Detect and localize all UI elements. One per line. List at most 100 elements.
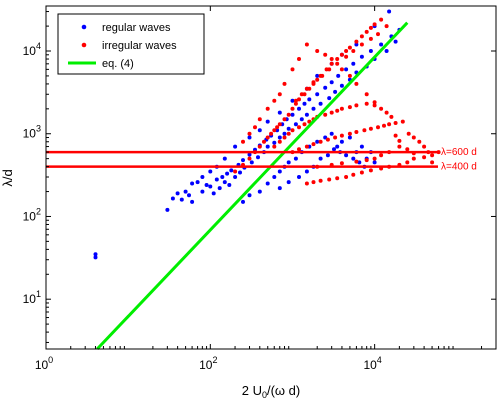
data-point — [351, 61, 356, 66]
data-point — [275, 128, 280, 133]
data-point — [389, 114, 394, 119]
y-tick-label: 102 — [23, 206, 41, 223]
data-point — [359, 34, 364, 39]
data-point — [257, 128, 262, 133]
data-point — [286, 126, 291, 131]
data-point — [170, 196, 175, 201]
data-point — [311, 180, 316, 185]
data-point — [277, 92, 282, 97]
data-point — [222, 180, 227, 185]
data-point — [272, 144, 277, 149]
data-point — [336, 73, 341, 78]
data-point — [265, 144, 270, 149]
data-point — [351, 49, 356, 53]
legend-label-eq4: eq. (4) — [102, 58, 134, 70]
x-tick-label: 102 — [199, 355, 217, 372]
data-point — [315, 49, 320, 53]
data-point — [329, 131, 334, 136]
data-point — [354, 130, 359, 134]
data-point — [323, 52, 328, 57]
data-point — [297, 147, 301, 152]
data-point — [304, 112, 309, 117]
reference-lines: λ=600 d λ=400 d — [46, 147, 477, 173]
legend-label-irregular: irregular waves — [102, 40, 177, 52]
data-point — [393, 133, 398, 138]
y-axis: 101 102 103 104 — [23, 11, 496, 343]
data-point — [347, 73, 352, 78]
data-point — [304, 181, 309, 186]
data-point — [362, 128, 367, 133]
data-point — [277, 186, 282, 191]
data-point — [339, 139, 344, 144]
fit-line — [96, 21, 409, 351]
data-point — [249, 160, 254, 165]
data-point — [211, 191, 216, 196]
data-point — [393, 121, 398, 125]
data-point — [238, 170, 242, 175]
data-point — [257, 144, 262, 149]
data-point — [208, 184, 213, 189]
data-point — [304, 42, 309, 47]
data-point — [190, 199, 195, 204]
data-point — [354, 103, 359, 108]
data-point — [227, 183, 232, 187]
data-point — [200, 189, 205, 194]
data-point — [359, 54, 364, 59]
data-point — [327, 177, 332, 182]
data-point — [339, 133, 344, 138]
data-point — [339, 106, 344, 111]
data-point — [364, 101, 369, 106]
data-point — [214, 177, 219, 182]
data-point — [277, 110, 282, 115]
data-point — [257, 117, 262, 122]
data-point — [354, 159, 359, 164]
data-point — [372, 156, 377, 161]
data-point — [247, 156, 252, 161]
data-point — [297, 175, 301, 179]
data-point — [265, 119, 270, 124]
data-point — [277, 122, 282, 127]
data-point — [368, 25, 373, 30]
data-point — [304, 169, 309, 174]
data-point — [329, 80, 334, 85]
data-point — [400, 119, 405, 124]
data-point — [282, 81, 287, 86]
data-point — [359, 170, 364, 175]
data-point — [183, 189, 188, 194]
data-point — [372, 22, 377, 27]
data-point — [372, 160, 377, 165]
data-point — [286, 112, 291, 117]
x-axis-label-subscript: 0 — [262, 390, 267, 400]
data-point — [397, 138, 402, 143]
data-point — [272, 140, 277, 145]
data-point — [247, 152, 252, 157]
data-point — [364, 158, 369, 163]
data-point — [351, 172, 356, 177]
data-point — [354, 81, 359, 86]
data-point — [93, 252, 98, 257]
plot-frame — [45, 5, 497, 350]
data-point — [368, 126, 373, 131]
data-point — [247, 193, 252, 198]
data-point — [195, 180, 200, 185]
data-point — [299, 117, 304, 122]
data-point — [256, 155, 260, 160]
data-point — [364, 92, 369, 97]
data-point — [351, 156, 356, 161]
data-point — [297, 97, 301, 102]
data-point — [339, 52, 344, 57]
data-point — [272, 98, 277, 103]
data-point — [379, 106, 384, 111]
data-point — [304, 144, 309, 149]
data-point — [311, 80, 316, 85]
data-point — [327, 96, 332, 101]
data-point — [411, 135, 416, 140]
data-point — [372, 103, 377, 108]
series-layer — [93, 9, 441, 351]
data-point — [344, 67, 349, 72]
data-point — [406, 131, 411, 136]
data-point — [311, 142, 316, 147]
data-point — [405, 147, 410, 152]
data-point — [93, 255, 98, 260]
